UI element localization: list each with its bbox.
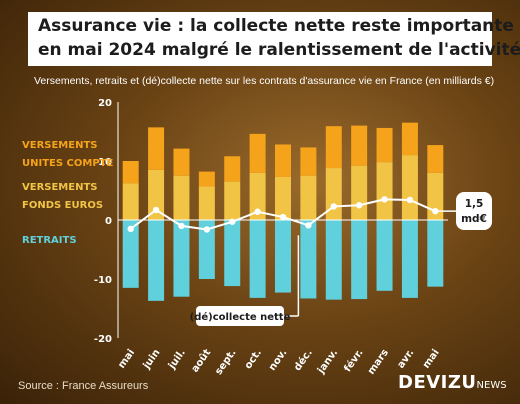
x-tick-label: nov. <box>267 347 289 373</box>
bar-versements-euros <box>122 183 139 220</box>
logo-suffix: NEWS <box>476 380 507 391</box>
bar-versements-uc <box>300 147 317 176</box>
bar-versements-uc <box>122 161 139 184</box>
collecte-nette-point <box>152 206 160 214</box>
collecte-nette-point <box>178 222 185 230</box>
x-tick-label: févr. <box>341 347 365 374</box>
legend-versements-uc: UNITES COMPTE <box>22 158 113 169</box>
bar-retraits <box>275 220 291 293</box>
bar-retraits <box>148 220 165 301</box>
bar-versements-uc <box>401 122 418 156</box>
bar-retraits <box>198 220 215 279</box>
chart-subtitle: Versements, retraits et (dé)collecte net… <box>34 75 495 87</box>
bar-versements-uc <box>376 127 393 163</box>
callout-box <box>456 192 492 230</box>
bar-versements-euros <box>300 175 317 220</box>
bar-versements-uc <box>173 148 190 176</box>
bar-retraits <box>300 220 317 299</box>
bar-retraits <box>122 220 139 288</box>
bar-versements-euros <box>376 162 393 220</box>
bar-versements-uc <box>249 133 266 173</box>
x-tick-label: mars <box>366 347 391 376</box>
collecte-nette-point <box>279 213 287 221</box>
bar-versements-euros <box>351 165 368 220</box>
bar-versements-uc <box>198 171 215 187</box>
chart-title-box: Assurance vie : la collecte nette reste … <box>28 12 520 66</box>
legend-retraits: RETRAITS <box>22 235 77 246</box>
bar-versements-uc <box>325 126 342 169</box>
x-tick-label: déc. <box>291 347 314 373</box>
bar-versements-euros <box>401 155 418 220</box>
bar-versements-euros <box>325 168 342 220</box>
y-tick-label: 20 <box>98 98 112 109</box>
collecte-nette-point <box>305 222 312 229</box>
x-tick-label: juin <box>141 347 163 371</box>
bar-versements-euros <box>249 172 266 220</box>
callout-value: 1,5 <box>465 198 484 210</box>
bar-versements-euros <box>148 169 165 220</box>
x-tick-label: sept. <box>213 347 238 377</box>
bar-retraits <box>173 220 190 297</box>
bar-retraits <box>401 220 418 298</box>
devizu-logo: DEVIZUNEWS <box>398 372 507 393</box>
bar-retraits <box>376 220 393 291</box>
bar-retraits <box>427 220 444 287</box>
annotation-box <box>196 306 284 326</box>
collecte-nette-point <box>127 225 134 233</box>
collecte-nette-point <box>406 196 414 204</box>
bar-versements-uc <box>148 127 165 170</box>
x-tick-label: janv. <box>315 347 340 376</box>
collecte-nette-point <box>229 218 236 225</box>
legend-versements-euros: VERSEMENTS <box>22 182 97 193</box>
x-tick-label: avr. <box>396 347 417 370</box>
x-tick-label: mai <box>421 347 442 370</box>
annotation-collecte-nette: (dé)collecte nette <box>190 311 291 323</box>
bar-retraits <box>249 220 266 298</box>
x-tick-label: oct. <box>243 347 264 371</box>
bar-versements-euros <box>173 175 190 220</box>
legend-versements-uc: VERSEMENTS <box>22 140 97 151</box>
bar-versements-uc <box>275 144 291 177</box>
chart-title-line-2: en mai 2024 malgré le ralentissement de … <box>38 40 520 60</box>
collecte-nette-point <box>355 202 363 209</box>
bar-retraits <box>224 220 241 287</box>
y-tick-label: -10 <box>94 275 112 286</box>
collecte-nette-point <box>381 196 388 203</box>
bar-versements-uc <box>427 145 444 173</box>
bar-versements-euros <box>198 186 215 220</box>
bar-retraits <box>351 220 368 300</box>
y-tick-label: -20 <box>94 334 112 345</box>
callout-value: md€ <box>461 213 487 225</box>
collecte-nette-point <box>330 203 337 210</box>
logo-brand: DEVIZU <box>398 372 477 393</box>
collecte-nette-point <box>254 208 261 215</box>
bar-versements-uc <box>224 156 241 182</box>
x-tick-label: août <box>189 347 214 375</box>
y-tick-label: 0 <box>105 216 112 227</box>
legend-versements-euros: FONDS EUROS <box>22 200 103 211</box>
x-tick-label: juil. <box>166 347 188 371</box>
bar-versements-euros <box>275 176 291 220</box>
y-tick-label: 10 <box>98 157 112 168</box>
bar-versements-euros <box>224 181 241 220</box>
bar-retraits <box>325 220 342 300</box>
x-tick-label: mai <box>116 347 137 370</box>
collecte-nette-point <box>203 226 211 233</box>
bar-versements-uc <box>351 125 368 166</box>
source-note: Source : France Assureurs <box>18 380 149 392</box>
bar-versements-euros <box>427 172 444 220</box>
chart-title-line-1: Assurance vie : la collecte nette reste … <box>38 16 514 36</box>
